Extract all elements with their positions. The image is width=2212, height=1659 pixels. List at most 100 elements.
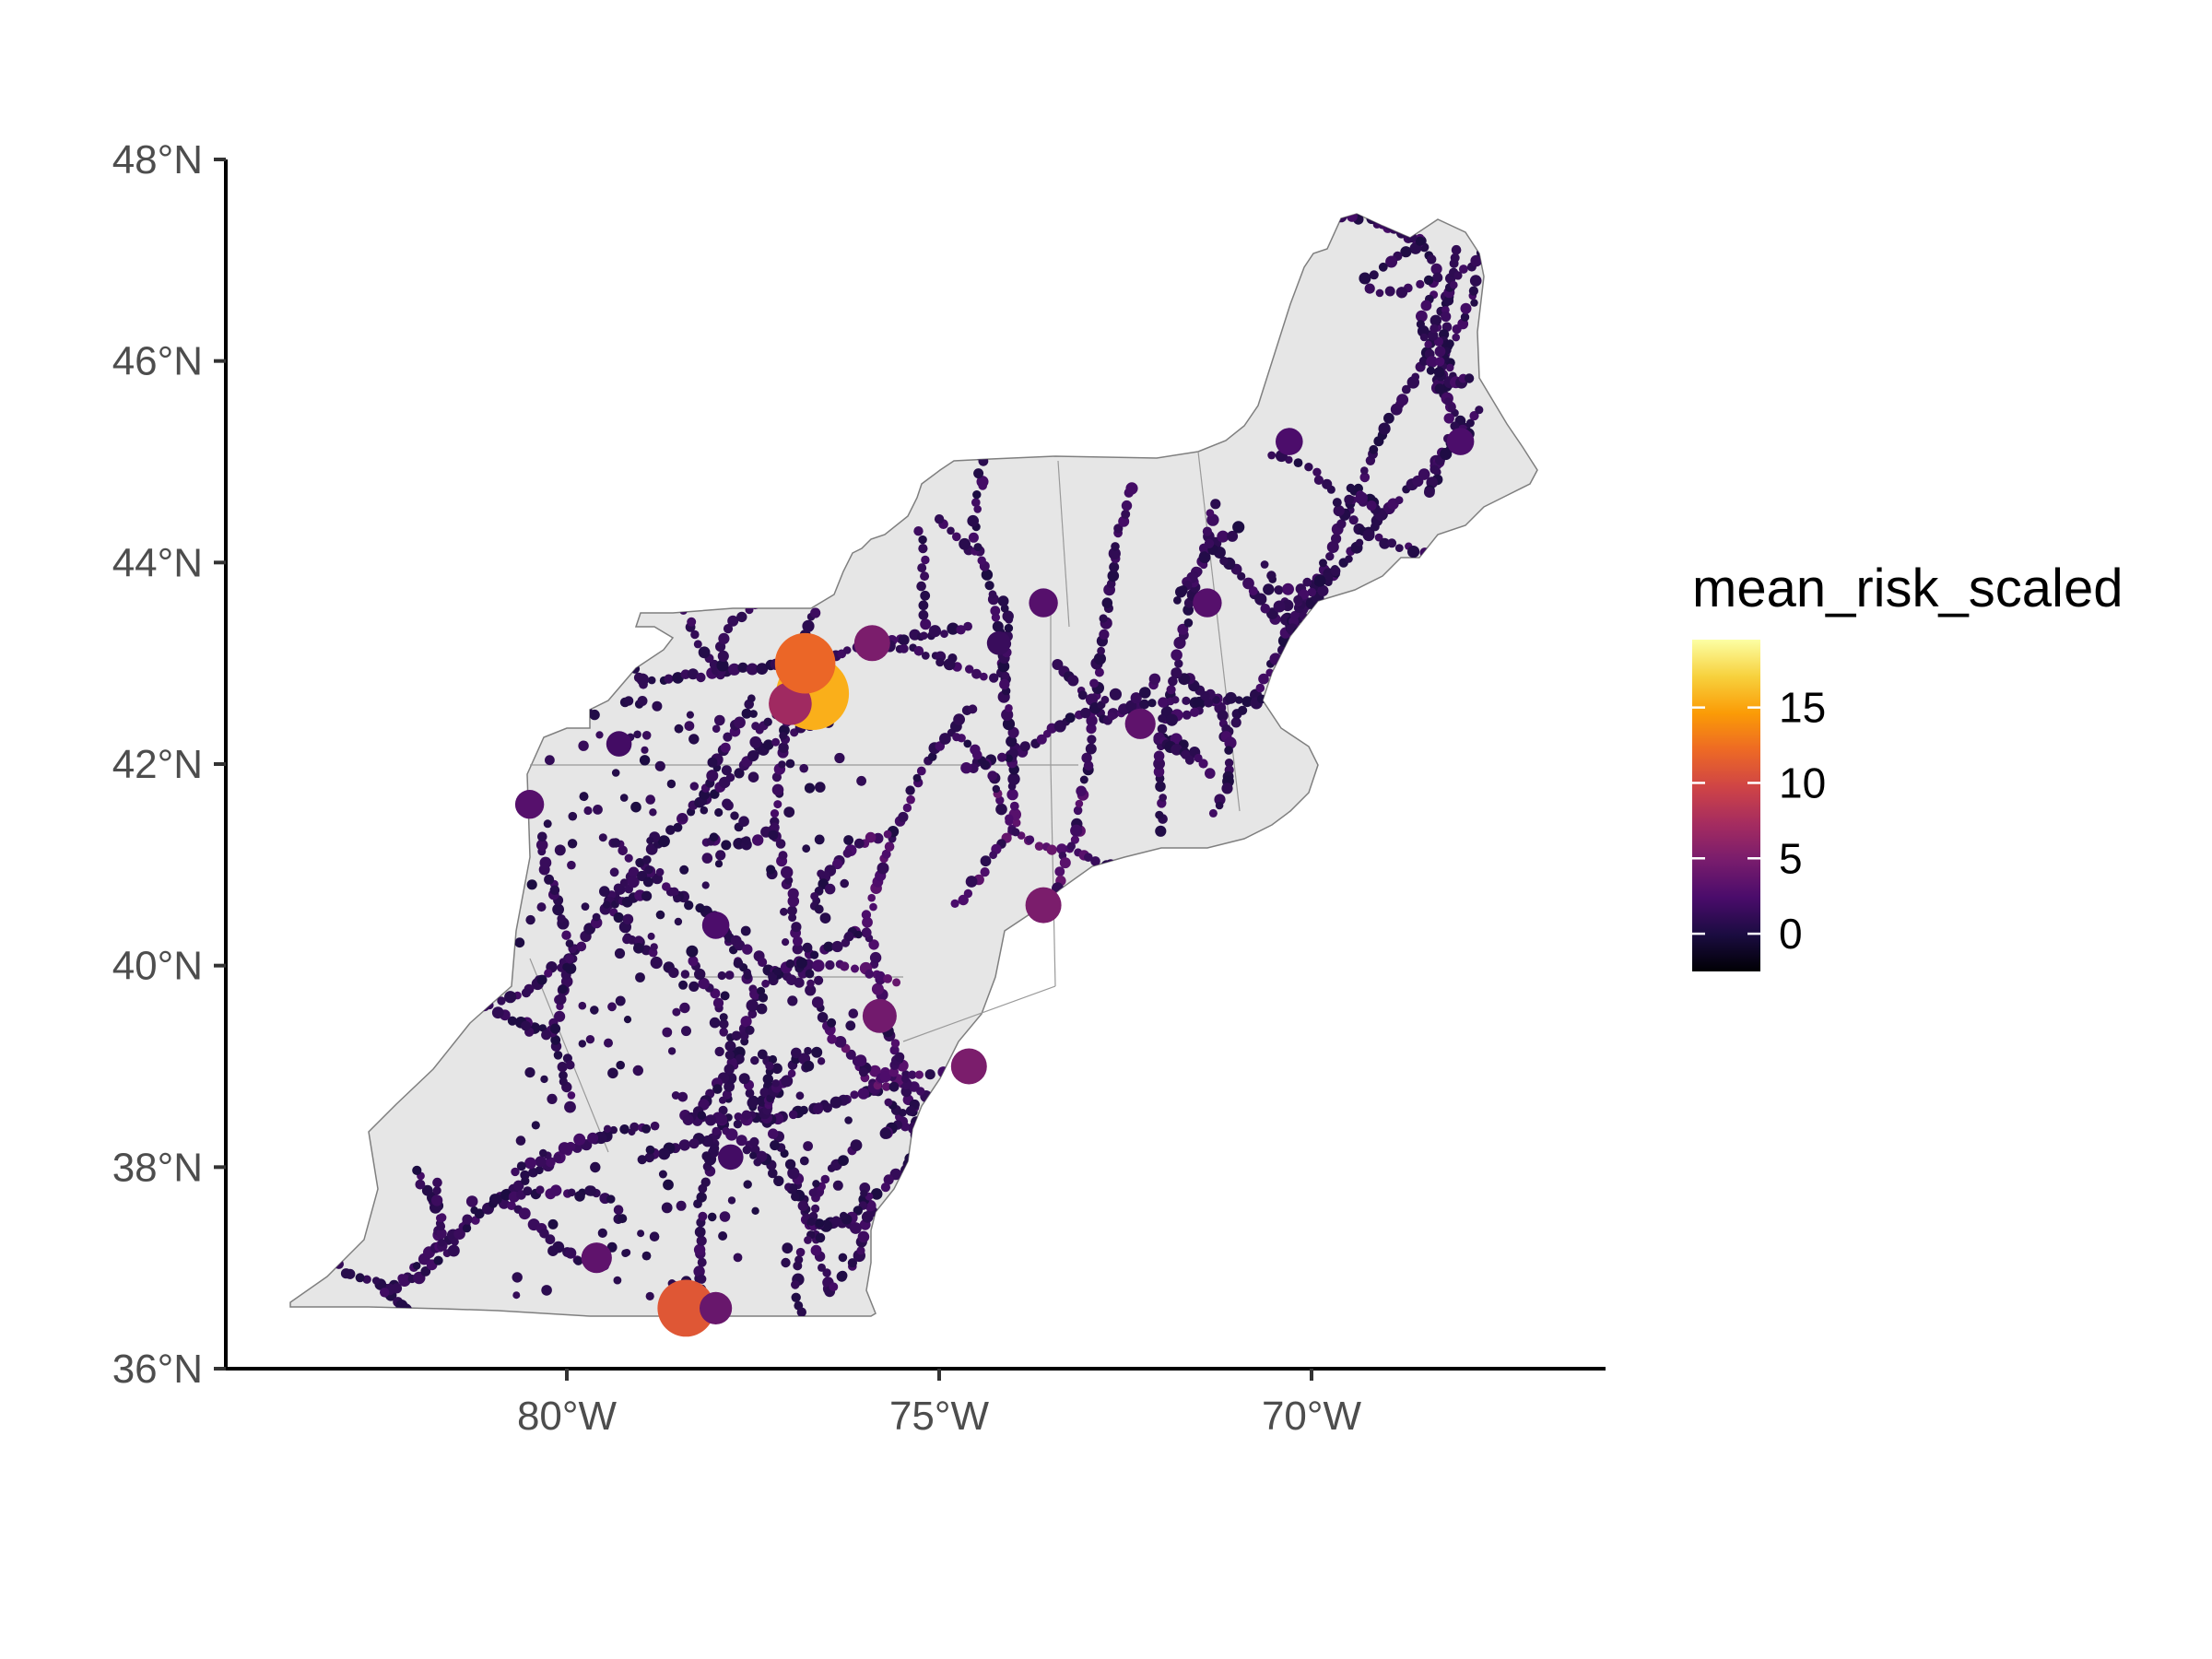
network-point bbox=[837, 1270, 848, 1281]
network-point bbox=[701, 881, 710, 889]
network-point bbox=[595, 731, 604, 739]
network-point bbox=[920, 631, 928, 640]
network-point bbox=[1307, 587, 1317, 597]
network-point bbox=[659, 582, 670, 593]
network-point bbox=[1295, 709, 1308, 722]
network-point bbox=[663, 1179, 674, 1191]
network-point bbox=[1482, 241, 1493, 252]
network-point bbox=[1266, 571, 1277, 581]
network-point bbox=[1026, 835, 1035, 844]
network-point bbox=[920, 1188, 929, 1197]
network-point bbox=[684, 900, 694, 911]
network-point bbox=[420, 1266, 431, 1277]
network-point bbox=[805, 984, 817, 996]
network-point bbox=[538, 1024, 547, 1032]
risk-point-8 bbox=[1446, 428, 1475, 455]
network-point bbox=[592, 912, 601, 922]
network-point bbox=[562, 962, 571, 971]
risk-point-19 bbox=[1025, 887, 1062, 924]
network-point bbox=[933, 1111, 942, 1120]
network-point bbox=[1081, 752, 1092, 763]
network-point bbox=[670, 594, 680, 604]
network-point bbox=[1359, 472, 1371, 483]
network-point bbox=[981, 569, 994, 581]
risk-point-5 bbox=[1193, 588, 1222, 618]
network-point bbox=[698, 646, 711, 659]
network-point bbox=[558, 984, 568, 994]
network-point bbox=[978, 1030, 990, 1042]
network-point bbox=[694, 968, 706, 981]
network-point bbox=[627, 659, 639, 670]
network-point bbox=[652, 700, 663, 712]
network-point bbox=[1006, 788, 1018, 801]
network-point bbox=[869, 1065, 881, 1077]
network-point bbox=[924, 1158, 934, 1166]
network-point bbox=[1366, 500, 1377, 511]
network-point bbox=[1174, 659, 1183, 668]
network-point bbox=[512, 1291, 521, 1300]
network-point bbox=[792, 943, 804, 955]
network-point bbox=[823, 941, 834, 952]
network-point bbox=[1208, 808, 1218, 818]
network-point bbox=[418, 1322, 429, 1333]
network-point bbox=[865, 831, 877, 843]
network-point bbox=[712, 1084, 723, 1094]
network-point bbox=[778, 742, 789, 753]
network-point bbox=[682, 1114, 694, 1125]
network-point bbox=[752, 834, 764, 846]
network-point bbox=[817, 1012, 829, 1023]
network-point bbox=[1046, 844, 1057, 855]
network-point bbox=[819, 912, 831, 924]
network-point bbox=[674, 724, 684, 734]
network-point bbox=[639, 755, 651, 766]
network-point bbox=[1395, 224, 1406, 234]
network-point bbox=[665, 825, 676, 835]
network-point bbox=[785, 959, 795, 969]
network-point bbox=[613, 1205, 624, 1215]
network-point bbox=[843, 931, 854, 942]
network-point bbox=[791, 922, 802, 933]
network-point bbox=[918, 1138, 927, 1147]
network-point bbox=[504, 991, 517, 1004]
network-point bbox=[943, 1189, 954, 1200]
network-point bbox=[877, 862, 889, 875]
network-point bbox=[745, 606, 754, 615]
network-point bbox=[719, 1028, 728, 1037]
network-point bbox=[957, 1270, 968, 1281]
network-point bbox=[811, 996, 824, 1008]
network-point bbox=[1073, 806, 1083, 816]
network-point bbox=[832, 1180, 843, 1191]
network-point bbox=[740, 1016, 752, 1028]
network-point bbox=[1433, 468, 1441, 477]
network-point bbox=[1139, 687, 1151, 699]
legend-label: 15 bbox=[1779, 684, 1826, 732]
network-point bbox=[950, 899, 959, 909]
network-point bbox=[869, 951, 882, 964]
network-point bbox=[598, 833, 607, 842]
network-point bbox=[635, 972, 645, 982]
network-point bbox=[391, 1283, 403, 1294]
network-point bbox=[787, 1167, 800, 1180]
network-point bbox=[997, 660, 1010, 673]
colorbar-legend: mean_risk_scaled 15 10 5 0 bbox=[1692, 559, 2123, 971]
network-point bbox=[905, 785, 915, 795]
network-point bbox=[1171, 667, 1182, 679]
network-point bbox=[768, 1054, 778, 1065]
network-point bbox=[355, 1273, 365, 1283]
network-point bbox=[958, 894, 969, 906]
network-point bbox=[815, 1232, 826, 1243]
network-point bbox=[1093, 653, 1106, 665]
network-point bbox=[787, 905, 797, 916]
network-point bbox=[850, 1139, 863, 1151]
network-point bbox=[1225, 691, 1237, 704]
network-point bbox=[688, 734, 700, 745]
network-point bbox=[718, 632, 730, 645]
network-point bbox=[696, 1235, 707, 1246]
network-point bbox=[953, 713, 965, 725]
network-point bbox=[973, 543, 982, 552]
network-point bbox=[907, 1196, 916, 1206]
network-point bbox=[1084, 853, 1093, 862]
network-point bbox=[1443, 347, 1452, 355]
network-point bbox=[720, 742, 731, 753]
network-point bbox=[1001, 671, 1010, 680]
